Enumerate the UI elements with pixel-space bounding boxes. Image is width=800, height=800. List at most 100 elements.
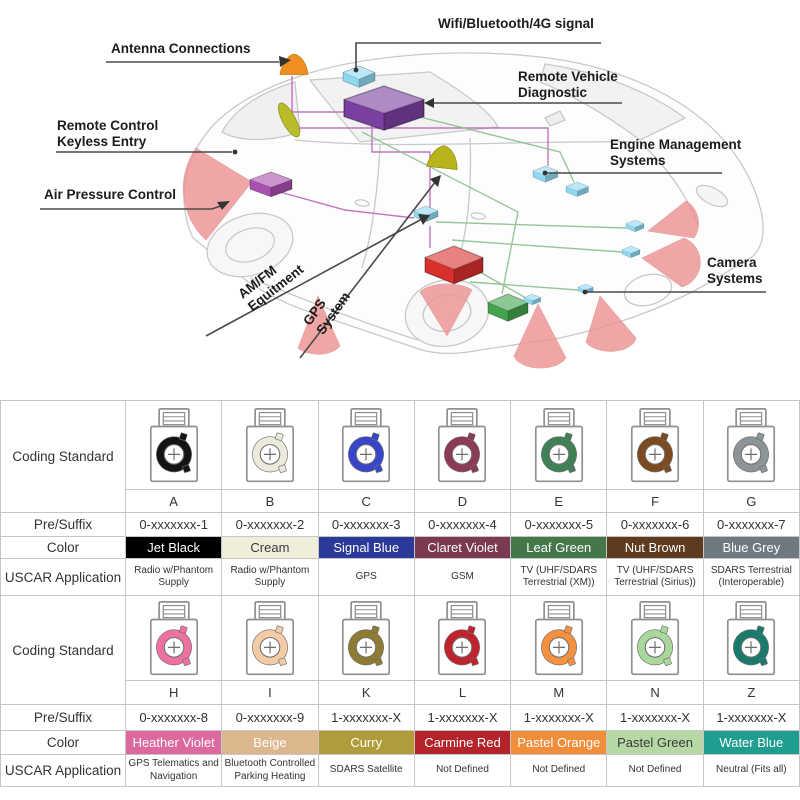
connector-cell <box>510 400 608 490</box>
connector-cell <box>317 595 415 681</box>
uscar-application: Not Defined <box>606 754 704 787</box>
prefix-code: 0-xxxxxxx-8 <box>124 704 223 731</box>
color-name: Signal Blue <box>333 540 400 555</box>
color-name: Pastel Orange <box>517 735 601 750</box>
color-name: Nut Brown <box>624 540 686 555</box>
fakra-connector-icon <box>438 601 487 676</box>
color-name: Cream <box>250 540 290 555</box>
row-header-pre-suffix: Pre/Suffix <box>0 512 126 537</box>
row-header-coding-standard: Coding Standard <box>0 400 126 513</box>
fakra-connector-icon <box>630 408 680 483</box>
fakra-connector-icon <box>727 601 776 676</box>
label-line: Camera <box>707 255 757 270</box>
label-camera-systems: Camera Systems <box>707 255 763 287</box>
code-letter: Z <box>702 680 800 705</box>
code-letter: M <box>510 680 608 705</box>
prefix-code: 1-xxxxxxx-X <box>702 704 800 731</box>
color-band: Beige <box>221 730 319 755</box>
code-letter: A <box>124 489 223 513</box>
prefix-code: 0-xxxxxxx-7 <box>702 512 800 537</box>
prefix-code: 1-xxxxxxx-X <box>317 704 415 731</box>
leader-lines <box>40 42 766 359</box>
sensor-cones <box>182 147 701 369</box>
color-band: Claret Violet <box>413 536 512 559</box>
color-name: Water Blue <box>719 735 784 750</box>
fakra-connector-icon <box>438 408 487 483</box>
row-header-pre-suffix: Pre/Suffix <box>0 704 126 731</box>
uscar-application: SDARS Satellite <box>317 754 415 787</box>
label-line: Keyless Entry <box>57 133 147 149</box>
uscar-application: TV (UHF/SDARS Terrestrial (Sirius)) <box>606 558 704 596</box>
fakra-connector-icon <box>534 408 583 483</box>
uscar-application: GPS Telematics and Navigation <box>124 754 223 787</box>
uscar-application: SDARS Terrestrial (Interoperable) <box>702 558 800 596</box>
label-line: Systems <box>707 270 763 286</box>
uscar-application: Not Defined <box>510 754 608 787</box>
fakra-connector-icon <box>245 601 294 676</box>
color-band: Water Blue <box>702 730 800 755</box>
row-header-color: Color <box>0 730 126 755</box>
code-letter: N <box>606 680 704 705</box>
prefix-code: 1-xxxxxxx-X <box>606 704 704 731</box>
code-letter: G <box>702 489 800 513</box>
connector-cell <box>413 400 512 490</box>
fakra-connector-icon <box>342 408 391 483</box>
code-letter: E <box>510 489 608 513</box>
uscar-application: GSM <box>413 558 512 596</box>
connector-cell <box>606 400 704 490</box>
connector-cell <box>317 400 415 490</box>
uscar-application: Bluetooth Controlled Parking Heating <box>221 754 319 787</box>
row-header-uscar-application: USCAR Application <box>0 754 126 787</box>
prefix-code: 1-xxxxxxx-X <box>510 704 608 731</box>
prefix-code: 0-xxxxxxx-2 <box>221 512 319 537</box>
prefix-code: 0-xxxxxxx-1 <box>124 512 223 537</box>
color-name: Claret Violet <box>427 540 498 555</box>
color-band: Pastel Orange <box>510 730 608 755</box>
prefix-code: 0-xxxxxxx-3 <box>317 512 415 537</box>
connector-cell <box>221 400 319 490</box>
color-name: Blue Grey <box>722 540 781 555</box>
label-wifi-bluetooth-4g: Wifi/Bluetooth/4G signal <box>438 16 594 31</box>
color-band: Signal Blue <box>317 536 415 559</box>
color-band: Leaf Green <box>510 536 608 559</box>
uscar-application: Radio w/Phantom Supply <box>124 558 223 596</box>
label-antenna-connections: Antenna Connections <box>111 41 251 56</box>
label-line: Remote Control <box>57 118 159 133</box>
uscar-application: TV (UHF/SDARS Terrestrial (XM)) <box>510 558 608 596</box>
code-letter: F <box>606 489 704 513</box>
connector-cell <box>702 595 800 681</box>
code-letter: C <box>317 489 415 513</box>
label-line: Systems <box>610 152 666 168</box>
color-name: Beige <box>253 735 287 750</box>
code-letter: L <box>413 680 512 705</box>
car-diagram-canvas <box>40 42 766 369</box>
connector-cell <box>221 595 319 681</box>
label-line: Engine Management <box>610 137 742 152</box>
color-name: Curry <box>350 735 383 750</box>
fakra-connector-icon <box>727 408 776 483</box>
code-letter: B <box>221 489 319 513</box>
connector-cell <box>413 595 512 681</box>
prefix-code: 0-xxxxxxx-5 <box>510 512 608 537</box>
color-band: Cream <box>221 536 319 559</box>
color-name: Leaf Green <box>526 540 592 555</box>
label-engine-management-systems: Engine Management Systems <box>610 137 741 169</box>
fakra-coding-table: Coding Standard A B C D E F G Pre/Suffix <box>0 400 800 787</box>
uscar-application: Neutral (Fits all) <box>702 754 800 787</box>
color-band: Jet Black <box>124 536 223 559</box>
row-header-coding-standard: Coding Standard <box>0 595 126 705</box>
connector-cell <box>606 595 704 681</box>
label-remote-vehicle-diagnostic: Remote Vehicle Diagnostic <box>518 69 618 101</box>
color-band: Nut Brown <box>606 536 704 559</box>
fakra-connector-icon <box>245 408 294 483</box>
uscar-application: GPS <box>317 558 415 596</box>
color-name: Jet Black <box>147 540 201 555</box>
label-remote-control-keyless-entry: Remote Control Keyless Entry <box>57 118 158 150</box>
row-header-uscar-application: USCAR Application <box>0 558 126 596</box>
label-line: Diagnostic <box>518 84 588 100</box>
color-band: Curry <box>317 730 415 755</box>
color-band: Carmine Red <box>413 730 512 755</box>
fakra-connector-icon <box>534 601 583 676</box>
fakra-connector-icon <box>342 601 391 676</box>
